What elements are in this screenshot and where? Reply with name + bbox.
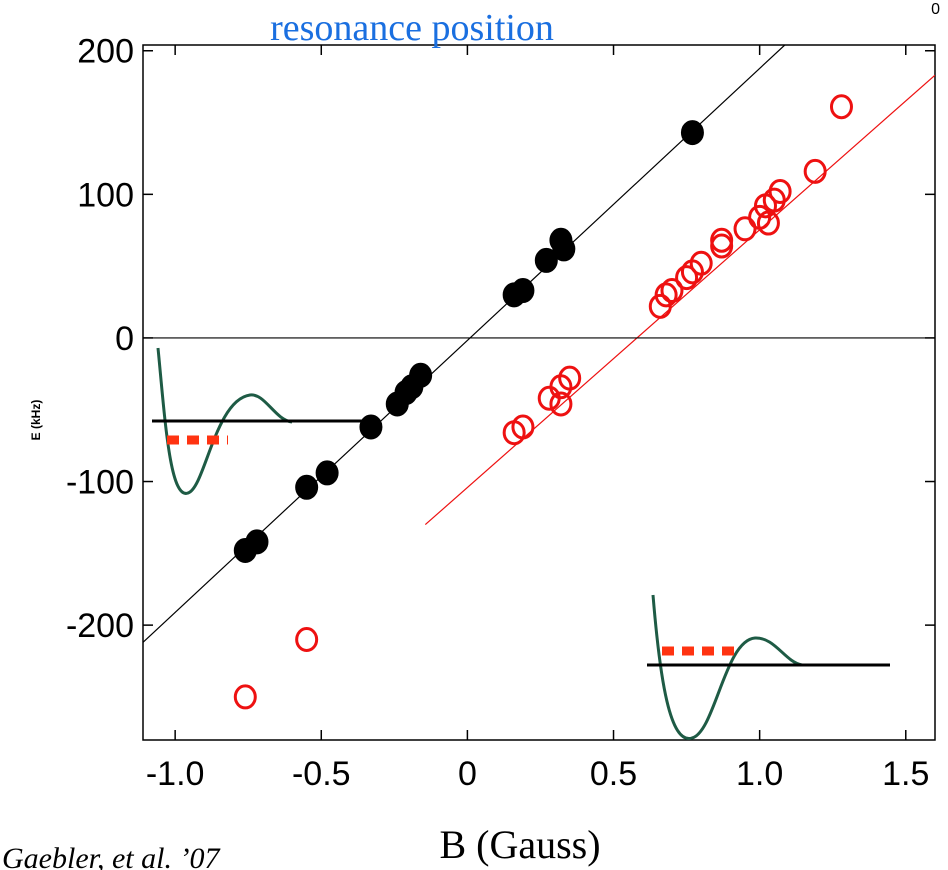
data-point [654, 282, 678, 308]
data-point [534, 247, 558, 273]
chart-title: resonance position [270, 7, 554, 49]
data-point [409, 362, 433, 388]
x-tick-label: 0.5 [590, 755, 637, 793]
data-point [549, 391, 573, 417]
inset-right [647, 594, 890, 740]
data-point [558, 365, 582, 391]
data-point [359, 414, 383, 440]
y-tick-label: -200 [66, 607, 134, 645]
x-tick-label: -0.5 [292, 755, 351, 793]
data-point [680, 120, 704, 146]
data-point [537, 385, 561, 411]
data-point [803, 158, 827, 184]
data-point [756, 210, 780, 236]
x-axis-label: B (Gauss) [439, 822, 600, 867]
y-tick-label: 100 [77, 176, 134, 214]
data-point [710, 227, 734, 253]
data-point [245, 529, 269, 555]
y-tick-label: 0 [115, 320, 134, 358]
data-point [233, 684, 257, 710]
data-point [660, 278, 684, 304]
data-point [689, 250, 713, 276]
data-point [511, 278, 535, 304]
corner-mark: 0 [931, 1, 940, 18]
x-tick-label: 1.5 [882, 755, 929, 793]
y-tick-label: 200 [77, 33, 134, 71]
data-point [552, 236, 576, 262]
data-point [768, 178, 792, 204]
data-point [829, 94, 853, 120]
data-point [295, 474, 319, 500]
data-point [315, 460, 339, 486]
data-point [733, 216, 757, 242]
data-point [295, 626, 319, 652]
inset-left [152, 347, 362, 495]
fit-line [424, 74, 935, 526]
plot-frame [142, 44, 936, 741]
x-tick-label: -1.0 [146, 755, 205, 793]
data-point [675, 265, 699, 291]
y-axis-label: E (kHz) [29, 400, 43, 441]
y-tick-label: -100 [66, 464, 134, 502]
citation: Gaebler, et al. ’07 [2, 842, 221, 870]
x-tick-label: 0 [458, 755, 477, 793]
x-tick-label: 1.0 [736, 755, 783, 793]
data-point [511, 414, 535, 440]
